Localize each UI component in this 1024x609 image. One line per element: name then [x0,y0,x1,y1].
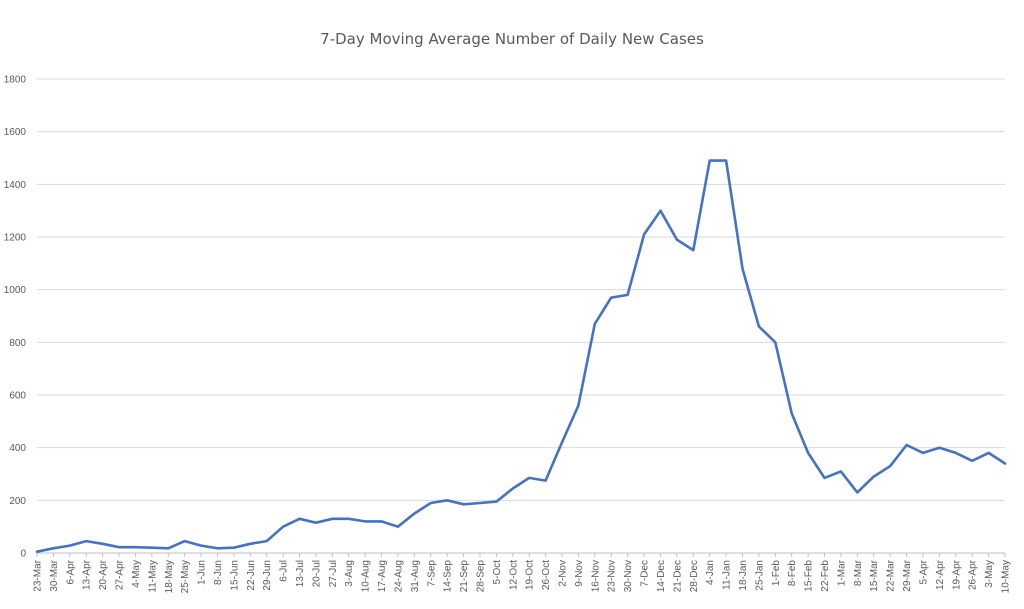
series-lines [35,159,1007,554]
gridlines [37,78,1005,554]
x-tick-label: 21-Sep [459,560,470,593]
x-tick-label: 29-Jun [262,560,273,591]
x-tick-label: 1-Jun [197,560,208,585]
x-tick-label: 18-May [164,560,175,593]
x-tick-label: 14-Dec [656,560,667,592]
x-tick-label: 23-Nov [607,560,618,592]
y-tick-label: 800 [9,338,26,349]
x-tick-label: 8-Jun [213,560,224,585]
y-tick-label: 1400 [4,180,27,191]
x-tick-label: 3-May [984,560,995,588]
x-tick-label: 13-Apr [82,559,93,590]
x-tick-label: 3-Aug [344,560,355,587]
x-tick-label: 5-Oct [492,560,503,585]
x-tick-label: 25-Jan [754,560,765,591]
series-line-0 [35,159,1007,554]
x-tick-label: 15-Feb [804,560,815,592]
x-tick-label: 11-Jan [722,560,733,590]
x-tick-label: 20-Apr [98,559,109,590]
y-tick-label: 0 [20,549,26,560]
x-tick-label: 8-Feb [787,560,798,587]
x-tick-label: 6-Jul [279,560,290,582]
x-tick-label: 28-Sep [475,560,486,593]
y-tick-label: 400 [9,443,26,454]
y-tick-label: 1600 [4,127,27,138]
x-tick-label: 10-May [1001,560,1012,593]
x-axis: 23-Mar 30-Mar 6-Apr 13-Apr 20-Apr 27-Apr 4-May… [33,553,1012,593]
x-tick-label: 4-May [131,560,142,588]
x-tick-label: 12-Oct [508,560,519,590]
x-tick-label: 6-Apr [65,559,76,584]
x-tick-label: 21-Dec [672,560,683,592]
x-tick-label: 17-Aug [377,560,388,592]
x-tick-label: 1-Feb [771,560,782,587]
y-axis: 0 200 400 600 800 1000 1200 1400 1600 1800 [4,75,27,560]
x-tick-label: 7-Dec [640,560,651,587]
x-tick-label: 7-Sep [426,560,437,587]
x-tick-label: 15-Mar [869,559,880,591]
x-tick-label: 27-Jul [328,560,339,587]
x-tick-label: 20-Jul [311,560,322,587]
x-tick-label: 24-Aug [393,560,404,592]
x-tick-label: 28-Dec [689,560,700,592]
x-tick-label: 30-Mar [49,559,60,591]
x-tick-label: 29-Mar [902,559,913,591]
x-tick-label: 19-Oct [525,560,536,590]
x-tick-label: 30-Nov [623,560,634,592]
x-tick-label: 18-Jan [738,560,749,591]
x-tick-label: 1-Mar [836,559,847,586]
x-tick-label: 23-Mar [33,559,44,591]
x-tick-label: 15-Jun [229,560,240,591]
y-tick-label: 1000 [4,285,27,296]
x-tick-label: 10-Aug [361,560,372,592]
x-tick-label: 16-Nov [590,560,601,592]
x-tick-label: 8-Mar [853,559,864,586]
x-tick-label: 11-May [147,560,158,593]
x-tick-label: 22-Feb [820,560,831,592]
x-tick-label: 5-Apr [918,559,929,584]
x-tick-label: 2-Nov [558,560,569,587]
x-tick-label: 27-Apr [115,559,126,590]
y-tick-label: 1800 [4,75,27,86]
x-tick-label: 14-Sep [443,560,454,593]
x-tick-label: 12-Apr [935,559,946,590]
x-tick-label: 13-Jul [295,560,306,587]
y-tick-label: 600 [9,391,26,402]
x-tick-label: 31-Aug [410,560,421,592]
y-tick-label: 1200 [4,233,27,244]
x-tick-label: 4-Jan [705,560,716,585]
chart-title: 7-Day Moving Average Number of Daily New… [320,30,704,48]
x-tick-label: 22-Mar [886,559,897,591]
x-tick-label: 25-May [180,560,191,593]
x-tick-label: 22-Jun [246,560,257,591]
x-tick-label: 9-Nov [574,560,585,587]
y-tick-label: 200 [9,496,26,507]
x-tick-label: 26-Oct [541,560,552,590]
x-tick-label: 26-Apr [968,559,979,590]
x-tick-label: 19-Apr [951,559,962,590]
